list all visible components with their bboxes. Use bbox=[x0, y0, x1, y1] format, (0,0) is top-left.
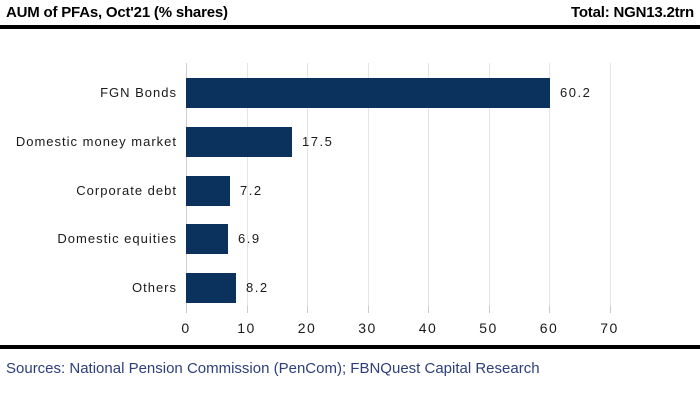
bar-value-label: 6.9 bbox=[238, 231, 261, 246]
bar-value-label: 8.2 bbox=[246, 280, 269, 295]
header-divider bbox=[0, 25, 700, 29]
x-tick-label: 70 bbox=[600, 320, 619, 336]
gridline bbox=[246, 63, 248, 306]
x-tick-mark bbox=[307, 306, 308, 313]
gridline bbox=[549, 63, 550, 306]
gridline bbox=[488, 63, 490, 306]
x-tick-label: 60 bbox=[539, 320, 559, 336]
x-tick-mark bbox=[246, 306, 248, 313]
category-label: FGN Bonds bbox=[100, 85, 177, 100]
bar bbox=[186, 273, 236, 303]
gridline bbox=[367, 63, 369, 306]
page-title: AUM of PFAs, Oct'21 (% shares) bbox=[6, 4, 228, 21]
x-tick-mark bbox=[428, 306, 429, 313]
x-tick-mark bbox=[186, 306, 187, 313]
x-tick-label: 10 bbox=[237, 320, 256, 336]
x-tick-mark bbox=[549, 306, 550, 313]
x-tick-label: 50 bbox=[479, 320, 498, 336]
sources-note: Sources: National Pension Commission (Pe… bbox=[6, 360, 540, 377]
x-tick-mark bbox=[367, 306, 369, 313]
gridline bbox=[609, 63, 611, 306]
footer-divider bbox=[0, 345, 700, 349]
bar bbox=[186, 224, 228, 254]
gridline bbox=[307, 63, 308, 306]
bar-value-label: 60.2 bbox=[560, 85, 592, 100]
x-tick-label: 20 bbox=[297, 320, 317, 336]
x-tick-mark bbox=[488, 306, 490, 313]
gridline bbox=[428, 63, 429, 306]
x-tick-label: 30 bbox=[358, 320, 377, 336]
bar bbox=[186, 176, 230, 206]
total-value-label: Total: NGN13.2trn bbox=[570, 4, 694, 21]
category-label: Domestic money market bbox=[15, 134, 177, 149]
category-label: Domestic equities bbox=[57, 231, 177, 246]
bar-value-label: 7.2 bbox=[240, 183, 263, 198]
x-tick-label: 40 bbox=[418, 320, 438, 336]
x-tick-label: 0 bbox=[181, 320, 191, 336]
x-tick-mark bbox=[609, 306, 611, 313]
chart-header: AUM of PFAs, Oct'21 (% shares) Total: NG… bbox=[6, 4, 694, 21]
category-label: Others bbox=[131, 280, 177, 295]
bar bbox=[186, 78, 550, 108]
bar bbox=[186, 127, 292, 157]
category-label: Corporate debt bbox=[76, 183, 177, 198]
bar-chart: 0 10 20 30 40 50 60 70 FGN Bonds 60.2 Domestic mon… bbox=[15, 63, 619, 336]
bar-value-label: 17.5 bbox=[302, 134, 334, 149]
